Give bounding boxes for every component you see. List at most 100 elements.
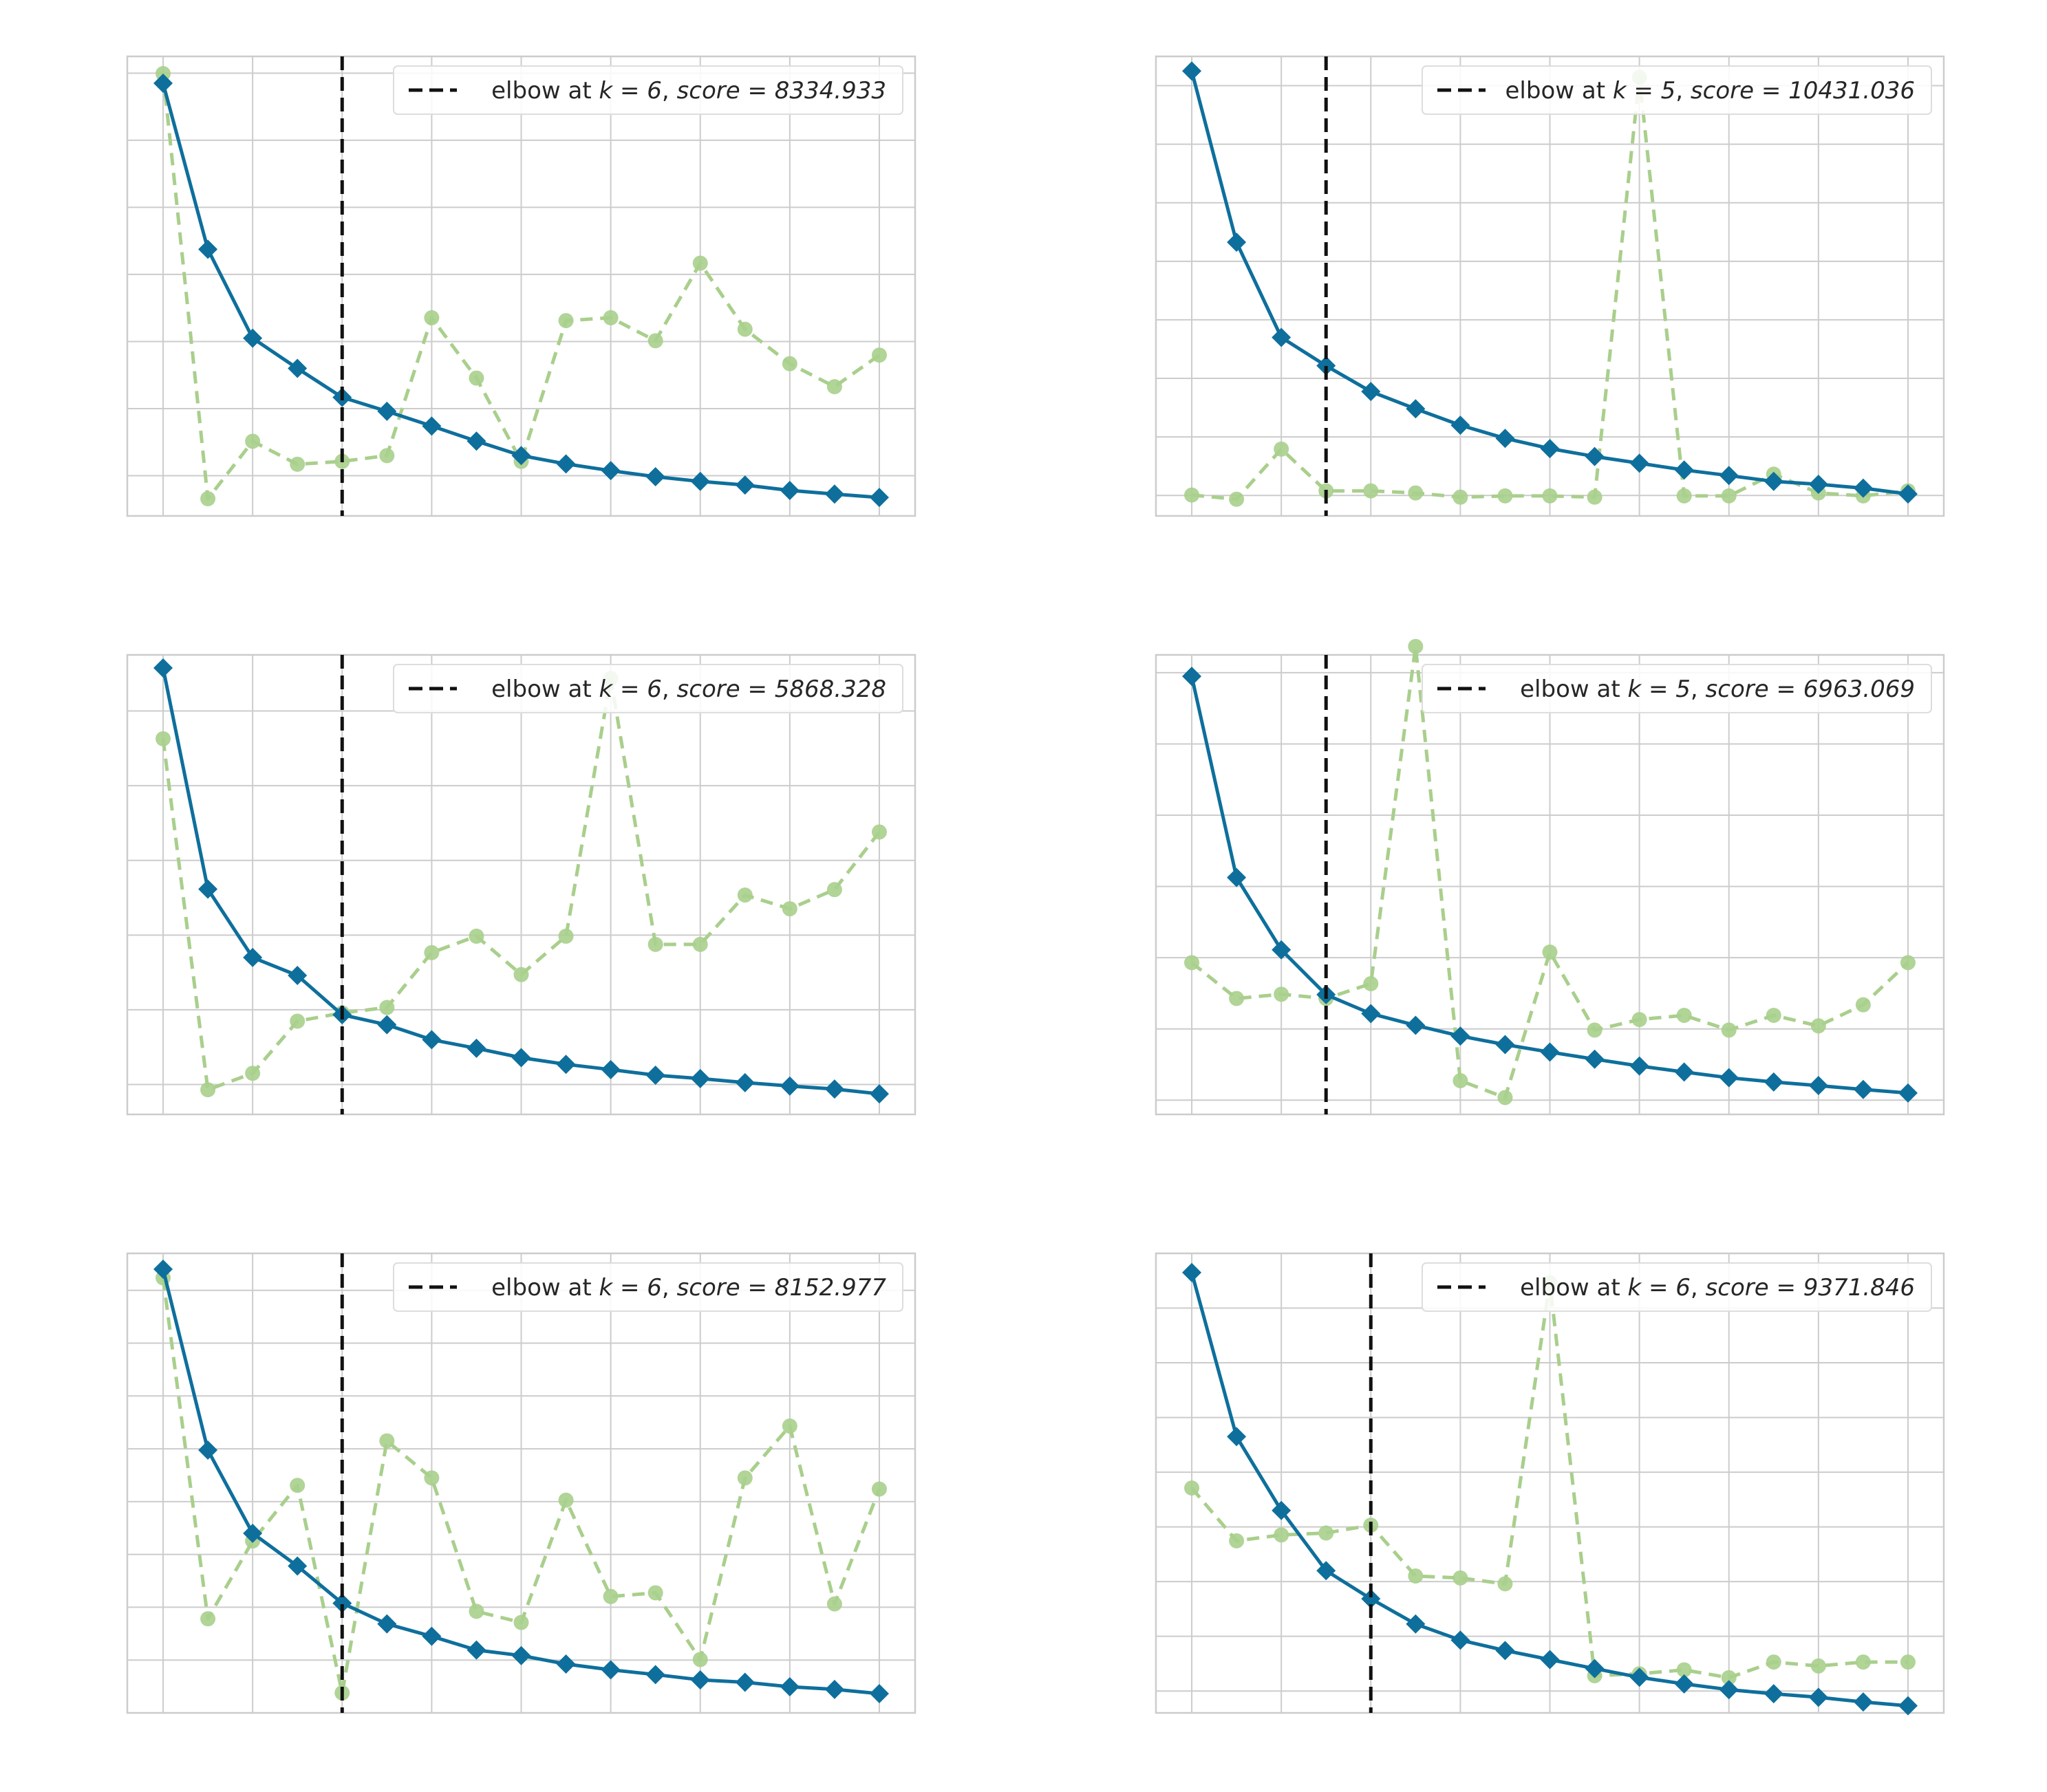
distortion-point — [1898, 484, 1918, 504]
chart-panel-5: elbow at k = 6, score = 8152.977 — [126, 1252, 917, 1714]
legend-prefix: elbow at — [491, 676, 599, 703]
distortion-point — [288, 1556, 308, 1576]
legend-score-part: score = 8152.977 — [677, 1274, 887, 1302]
distortion-point — [422, 416, 442, 436]
fit-time-point — [1542, 488, 1558, 504]
distortion-point — [1361, 1004, 1381, 1024]
legend-prefix: elbow at — [1520, 1274, 1627, 1302]
distortion-point — [467, 1038, 486, 1058]
distortion-point — [1629, 453, 1649, 473]
fit-time-point — [1855, 1654, 1871, 1670]
fit-time-point — [1721, 488, 1737, 504]
legend: elbow at k = 5, score = 10431.036 — [1422, 65, 1932, 115]
fit-time-point — [737, 1470, 753, 1486]
legend: elbow at k = 6, score = 9371.846 — [1422, 1262, 1932, 1312]
fit-time-point — [558, 1492, 574, 1508]
legend-prefix: elbow at — [1505, 77, 1613, 105]
fit-time-point — [692, 1652, 708, 1667]
fit-time-point — [290, 1478, 306, 1493]
distortion-point — [1764, 1072, 1783, 1092]
distortion-point — [869, 1683, 889, 1703]
legend-k-part: k = 5 — [1627, 676, 1690, 703]
distortion-point — [1719, 1068, 1739, 1088]
fit-time-point — [737, 887, 753, 903]
distortion-point — [1316, 1561, 1336, 1581]
distortion-point — [1450, 415, 1470, 435]
chart-panel-3: elbow at k = 6, score = 5868.328 — [126, 654, 917, 1116]
legend-label: elbow at k = 6, score = 5868.328 — [491, 676, 886, 703]
distortion-point — [1585, 1049, 1605, 1069]
legend-sep: , — [1675, 77, 1691, 105]
plot-frame — [126, 1252, 917, 1714]
plot-frame — [126, 55, 917, 517]
distortion-point — [511, 1645, 531, 1665]
distortion-point — [869, 1084, 889, 1104]
fit-time-point — [1766, 1007, 1781, 1023]
fit-time-point — [469, 370, 484, 386]
fit-time-point — [1453, 1570, 1468, 1586]
fit-time-line — [161, 73, 881, 501]
distortion-point — [690, 1670, 710, 1690]
distortion-point — [1808, 1076, 1828, 1096]
distortion-point — [1764, 1684, 1783, 1704]
fit-time-point — [826, 1596, 842, 1612]
fit-time-point — [1631, 1012, 1647, 1028]
distortion-point — [556, 454, 576, 474]
distortion-point — [153, 74, 173, 94]
distortion-point — [467, 1640, 486, 1660]
legend-score-part: score = 5868.328 — [677, 676, 886, 703]
fit-time-point — [200, 490, 216, 506]
legend-box — [1422, 1262, 1932, 1312]
distortion-point — [1585, 1659, 1605, 1678]
legend-box — [1422, 65, 1932, 115]
fit-time-point — [603, 310, 619, 325]
fit-time-point — [647, 1585, 663, 1601]
fit-time-point — [558, 928, 574, 944]
fit-time-point — [1408, 638, 1424, 654]
distortion-point — [1495, 1641, 1515, 1661]
fit-time-point — [245, 433, 261, 449]
fit-time-point — [379, 448, 395, 464]
fit-time-point — [156, 731, 171, 746]
distortion-point — [1853, 1079, 1873, 1099]
distortion-point — [422, 1626, 442, 1646]
distortion-point — [601, 461, 621, 481]
distortion-point — [153, 1260, 173, 1280]
legend-box — [393, 65, 903, 115]
distortion-point — [1495, 1035, 1515, 1055]
fit-time-point — [290, 456, 306, 472]
distortion-point — [645, 1065, 665, 1085]
fit-time-point — [1676, 1007, 1692, 1023]
fit-time-line — [1190, 645, 1909, 1099]
fit-time-point — [1721, 1670, 1737, 1685]
legend-prefix: elbow at — [1520, 676, 1627, 703]
distortion-point — [1540, 439, 1560, 459]
distortion-point — [1674, 460, 1694, 480]
distortion-point — [1450, 1026, 1470, 1046]
distortion-point — [780, 1676, 800, 1696]
legend-sep: , — [1691, 1274, 1706, 1302]
chart-panel-6: elbow at k = 6, score = 9371.846 — [1155, 1252, 1945, 1716]
distortion-point — [377, 401, 397, 421]
legend-label: elbow at k = 6, score = 9371.846 — [1520, 1274, 1915, 1302]
distortion-point — [511, 446, 531, 466]
distortion-point — [377, 1614, 397, 1634]
distortion-point — [780, 480, 800, 500]
fit-time-point — [1900, 955, 1916, 971]
legend-label: elbow at k = 5, score = 6963.069 — [1520, 676, 1915, 703]
fit-time-point — [1721, 1022, 1737, 1038]
fit-time-point — [1274, 1527, 1289, 1543]
fit-time-point — [1184, 955, 1200, 971]
fit-time-point — [1676, 1662, 1692, 1678]
distortion-point — [601, 1660, 621, 1680]
distortion-point — [1406, 1015, 1426, 1035]
fit-time-point — [826, 882, 842, 898]
distortion-point — [332, 1593, 352, 1613]
fit-time-point — [1229, 1533, 1245, 1548]
chart-panel-2: elbow at k = 5, score = 10431.036 — [1155, 55, 1945, 517]
legend-sep: , — [662, 77, 677, 105]
distortion-point — [288, 358, 308, 378]
legend-score-part: score = 10431.036 — [1691, 77, 1915, 105]
distortion-point — [735, 1672, 755, 1692]
legend-k-part: k = 6 — [599, 1274, 661, 1302]
